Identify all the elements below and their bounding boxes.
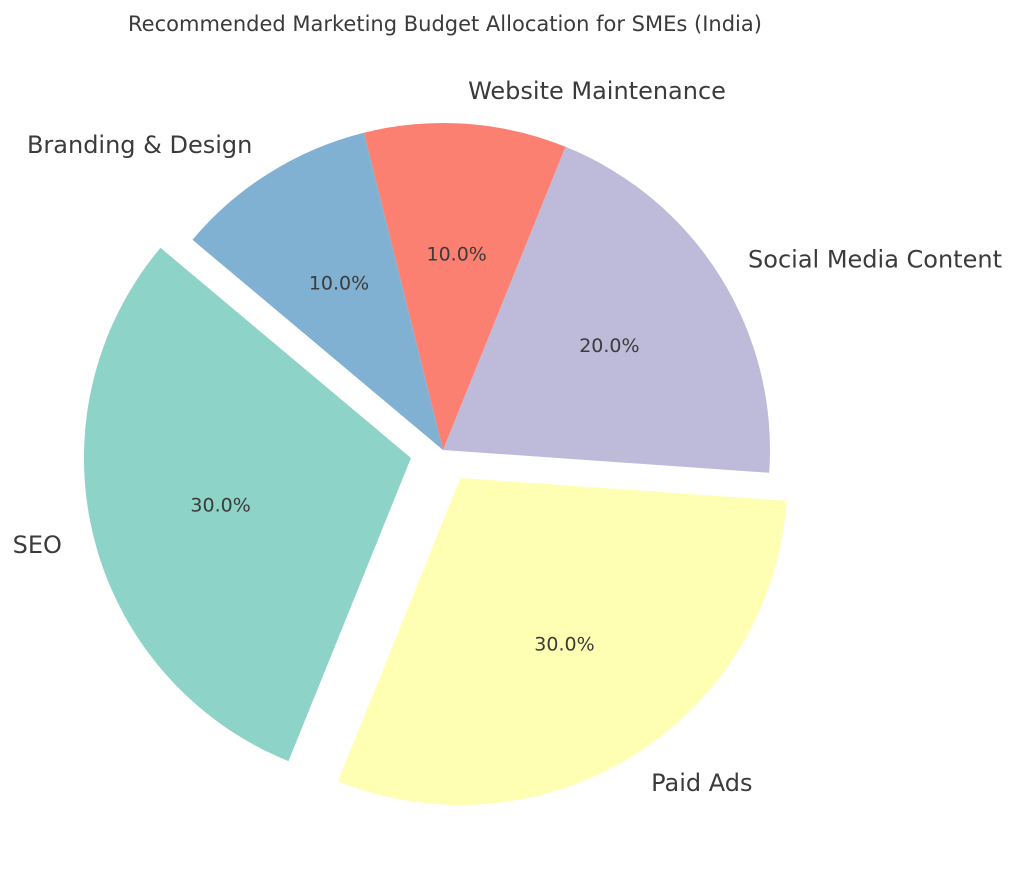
- percent-label-seo: 30.0%: [190, 494, 250, 516]
- category-label-seo: SEO: [13, 531, 62, 559]
- category-labels: SEO Paid Ads Social Media Content Website M…: [13, 77, 1002, 797]
- pie-slice-paid-ads: [337, 477, 787, 805]
- percent-labels: 30.0% 30.0% 20.0% 10.0% 10.0%: [190, 243, 639, 655]
- category-label-website-maintenance: Website Maintenance: [468, 77, 726, 105]
- pie-slices: [83, 123, 787, 805]
- category-label-paid-ads: Paid Ads: [651, 769, 752, 797]
- chart-title: Recommended Marketing Budget Allocation …: [128, 12, 762, 36]
- category-label-branding-and-design: Branding & Design: [27, 131, 252, 159]
- pie-slice-seo: [83, 247, 411, 762]
- percent-label-website-maintenance: 10.0%: [427, 243, 487, 265]
- percent-label-paid-ads: 30.0%: [534, 633, 594, 655]
- pie-slice-website-maintenance: [363, 123, 566, 451]
- pie-slice-branding-and-design: [192, 132, 443, 450]
- pie-slice-social-media-content: [443, 146, 770, 473]
- percent-label-social-media-content: 20.0%: [579, 335, 639, 357]
- percent-label-branding-and-design: 10.0%: [309, 273, 369, 295]
- category-label-social-media-content: Social Media Content: [748, 245, 1002, 273]
